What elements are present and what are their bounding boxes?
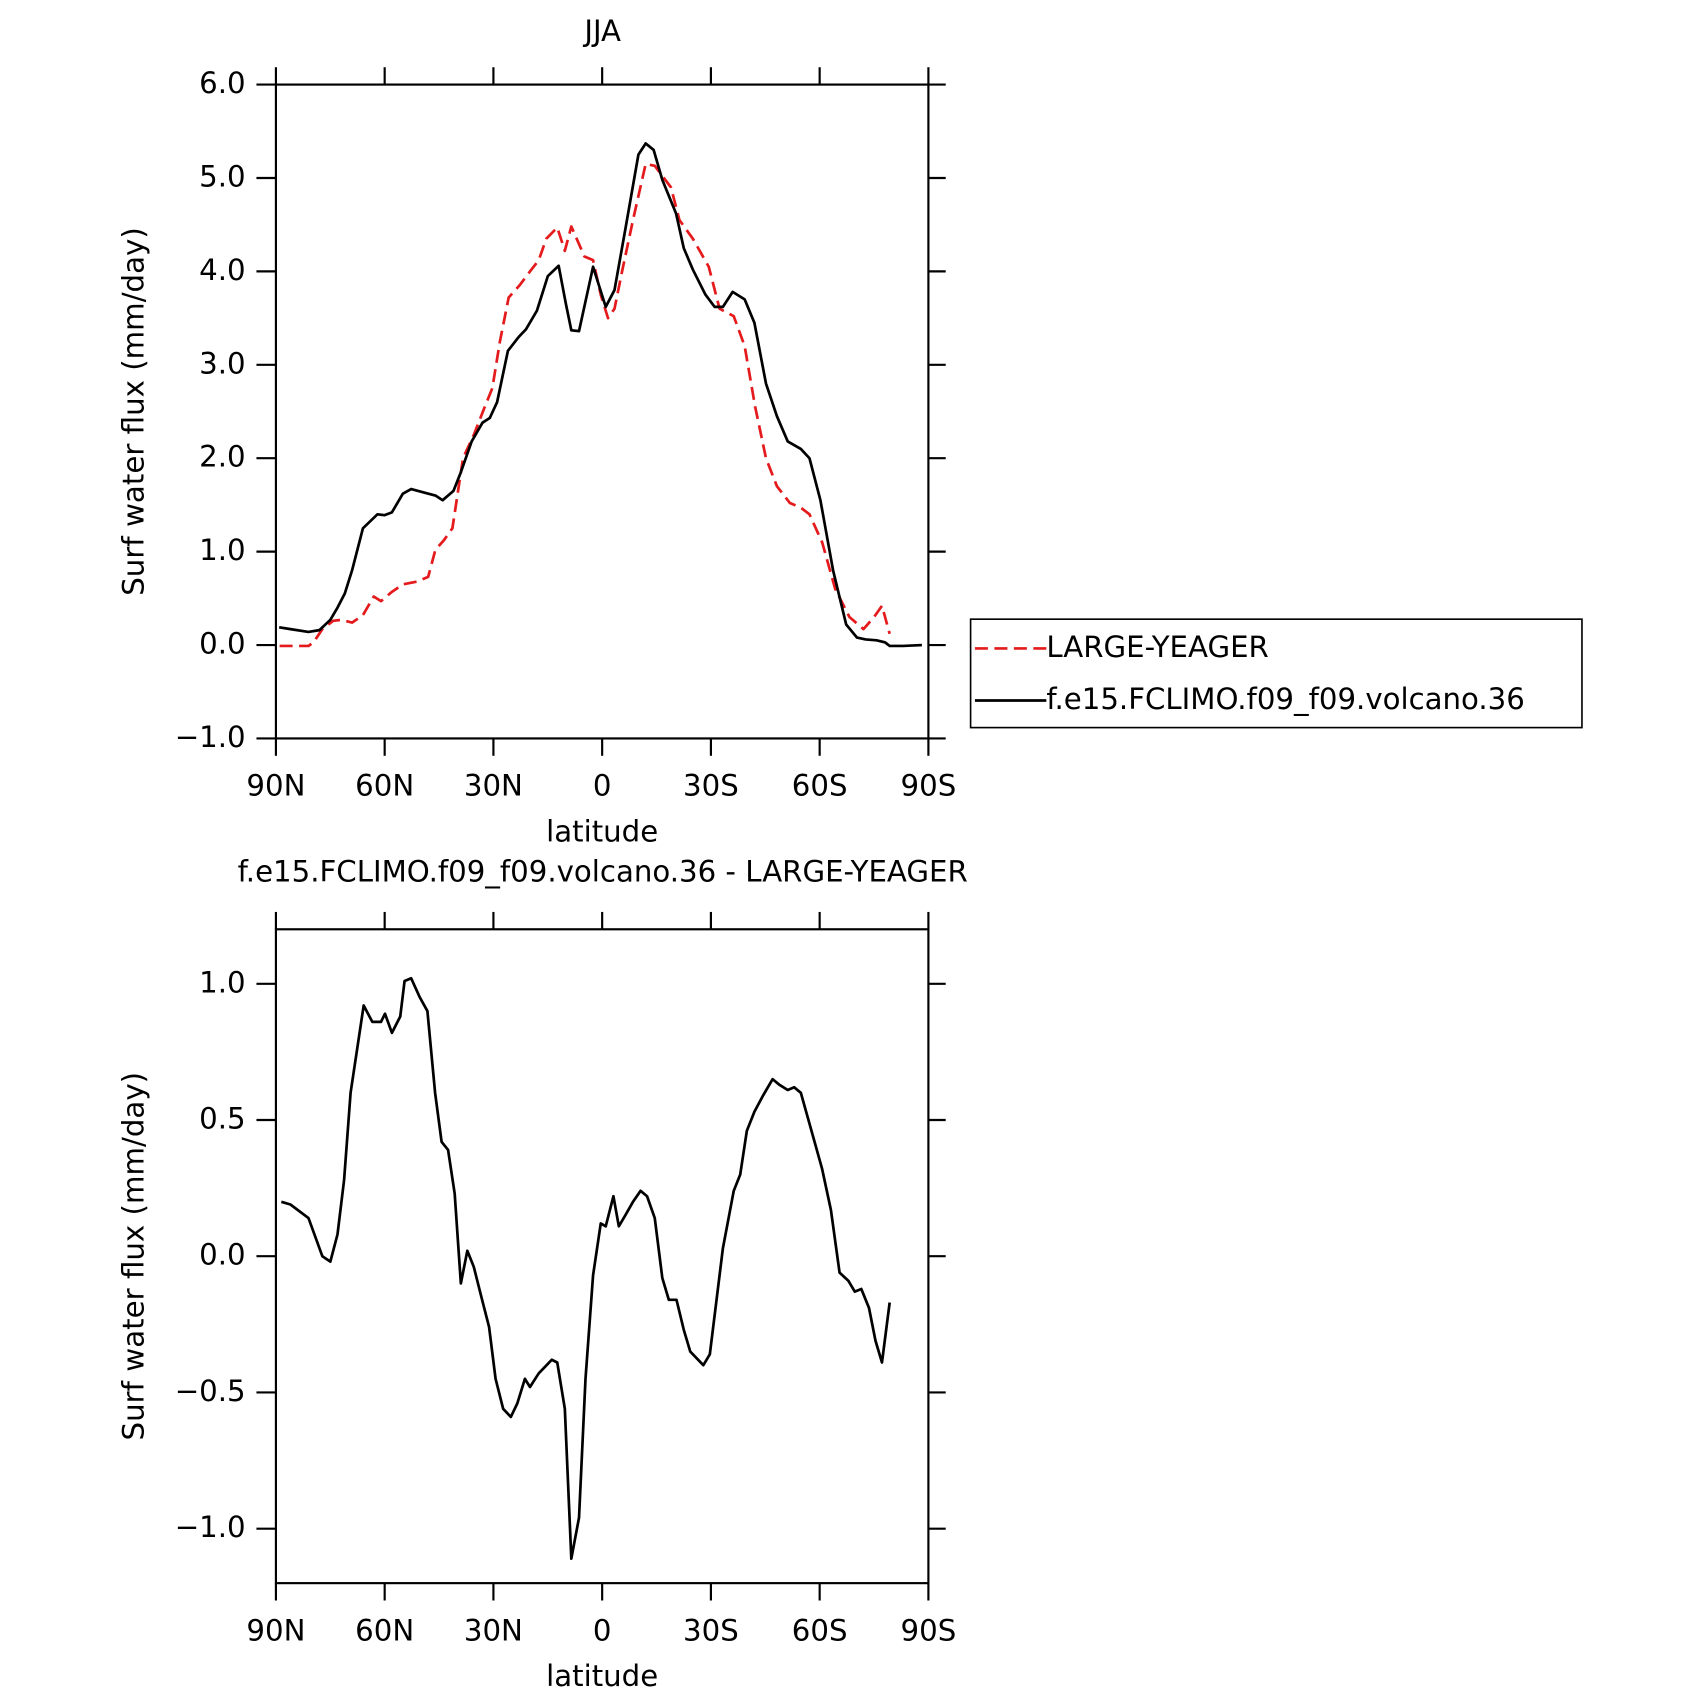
y-tick-label: −0.5 [175,1374,246,1408]
x-tick-label: 30S [683,1613,739,1647]
data-line [278,142,922,648]
chart-title: f.e15.FCLIMO.f09_f09.volcano.36 - LARGE-… [238,854,968,888]
x-tick-label: 90N [246,1613,305,1647]
data-line [280,976,892,1560]
legend-label: f.e15.FCLIMO.f09_f09.volcano.36 [1046,682,1524,716]
x-tick-label: 60S [792,1613,848,1647]
legend-box [969,618,1583,729]
y-axis-label: Surf water flux (mm/day) [117,1072,151,1441]
chart-title: JJA [582,14,621,48]
x-axis-label: latitude [546,814,658,848]
x-tick-label: 30N [464,1613,523,1647]
y-axis-label: Surf water flux (mm/day) [117,227,151,596]
y-tick-label: 2.0 [199,440,245,474]
x-tick-label: 0 [593,1613,612,1647]
x-tick-label: 60N [355,1613,414,1647]
x-tick-label: 0 [593,769,612,803]
y-tick-label: 4.0 [199,253,245,287]
y-tick-label: 6.0 [199,66,245,100]
y-tick-label: 5.0 [199,159,245,193]
y-tick-label: −1.0 [175,1510,246,1544]
y-tick-label: 0.5 [199,1101,245,1135]
data-line [279,162,891,648]
y-tick-label: 3.0 [199,346,245,380]
x-tick-label: 90S [901,1613,957,1647]
x-tick-label: 60N [355,769,414,803]
x-tick-label: 30N [464,769,523,803]
legend-label: LARGE-YEAGER [1046,630,1268,664]
y-tick-label: −1.0 [175,720,246,754]
y-tick-label: 1.0 [199,533,245,567]
y-tick-label: 1.0 [199,965,245,999]
x-tick-label: 90N [246,769,305,803]
plot-frame [274,928,930,1585]
x-axis-label: latitude [546,1659,658,1693]
x-tick-label: 30S [683,769,739,803]
x-tick-label: 60S [792,769,848,803]
y-tick-label: 0.0 [199,1238,245,1272]
y-tick-label: 0.0 [199,627,245,661]
plot-frame [274,83,930,740]
x-tick-label: 90S [901,769,957,803]
